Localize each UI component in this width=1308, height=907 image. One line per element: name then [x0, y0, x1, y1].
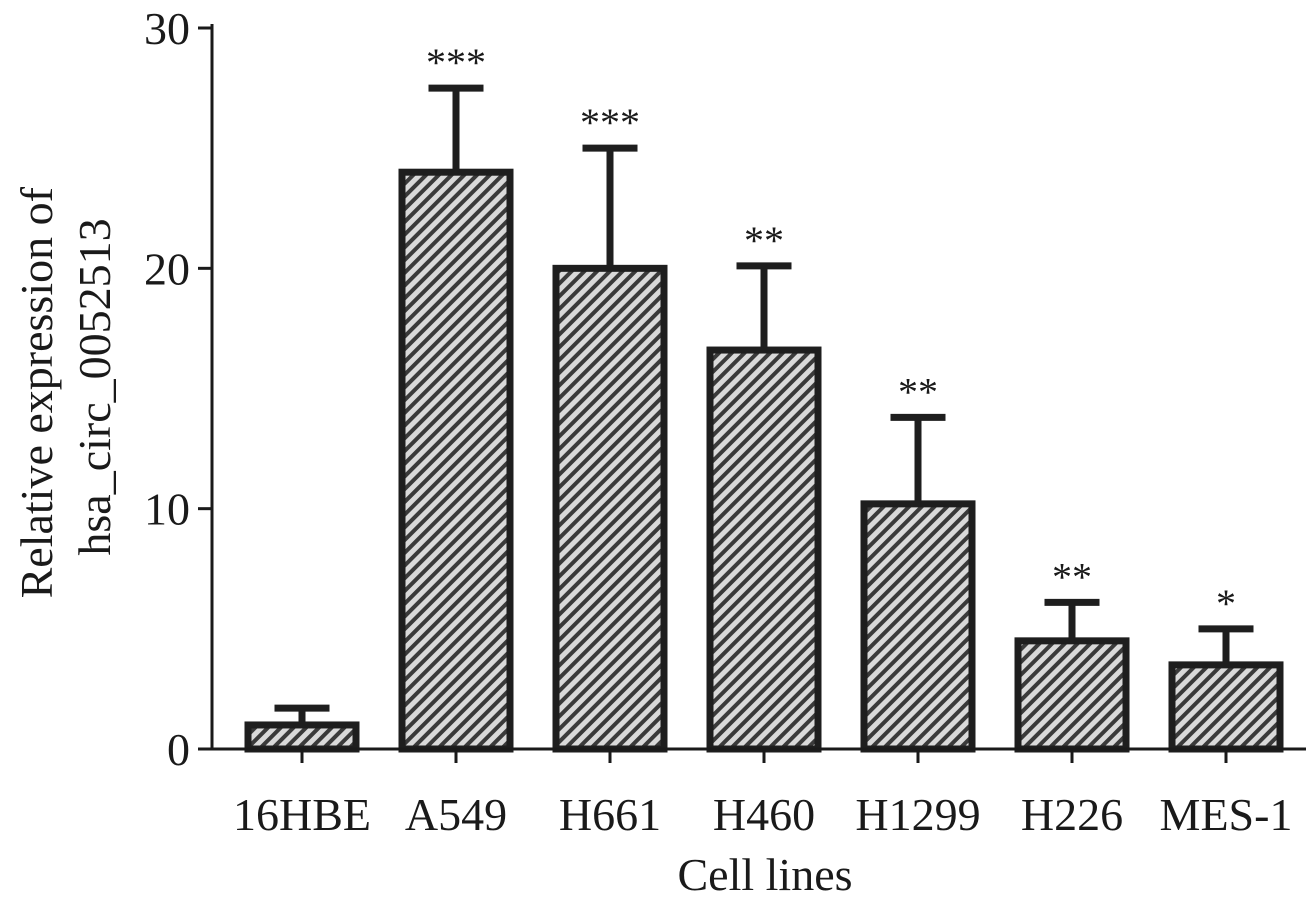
- x-tick-label: A549: [405, 789, 507, 840]
- y-axis-title: Relative expression of hsa_circ_0052513: [11, 176, 120, 599]
- bar-a549: [398, 168, 514, 753]
- significance-layer: *************: [426, 40, 1236, 626]
- significance-stars: **: [1052, 554, 1092, 599]
- x-tick-label: H226: [1021, 789, 1123, 840]
- significance-stars: *: [1216, 581, 1236, 626]
- x-tick-label: H661: [559, 789, 661, 840]
- y-ticks: 0 10 20 30: [144, 3, 212, 775]
- y-axis-title-line-2: hsa_circ_0052513: [69, 218, 120, 555]
- bar-h226: [1014, 637, 1130, 753]
- x-tick-label: MES-1: [1160, 789, 1293, 840]
- significance-stars: ***: [580, 100, 640, 145]
- bar-h460: [706, 346, 822, 753]
- bar-16hbe: [244, 721, 360, 753]
- significance-stars: **: [744, 218, 784, 263]
- significance-stars: **: [898, 369, 938, 414]
- bar-mes-1: [1168, 661, 1284, 753]
- x-tick-label: 16HBE: [233, 789, 371, 840]
- bar-h1299: [860, 500, 976, 753]
- y-axis-title-line-1: Relative expression of: [11, 186, 62, 598]
- error-bars-layer: [274, 84, 1254, 725]
- x-tick-label: H460: [713, 789, 815, 840]
- y-tick-label: 10: [144, 484, 190, 535]
- x-tick-label: H1299: [855, 789, 980, 840]
- y-tick-label: 30: [144, 3, 190, 54]
- x-tick-labels: 16HBE A549 H661 H460 H1299 H226 MES-1: [233, 749, 1292, 840]
- x-axis-title: Cell lines: [677, 849, 852, 900]
- bar-h661: [552, 264, 668, 753]
- y-tick-label: 0: [167, 724, 190, 775]
- significance-stars: ***: [426, 40, 486, 85]
- y-tick-label: 20: [144, 243, 190, 294]
